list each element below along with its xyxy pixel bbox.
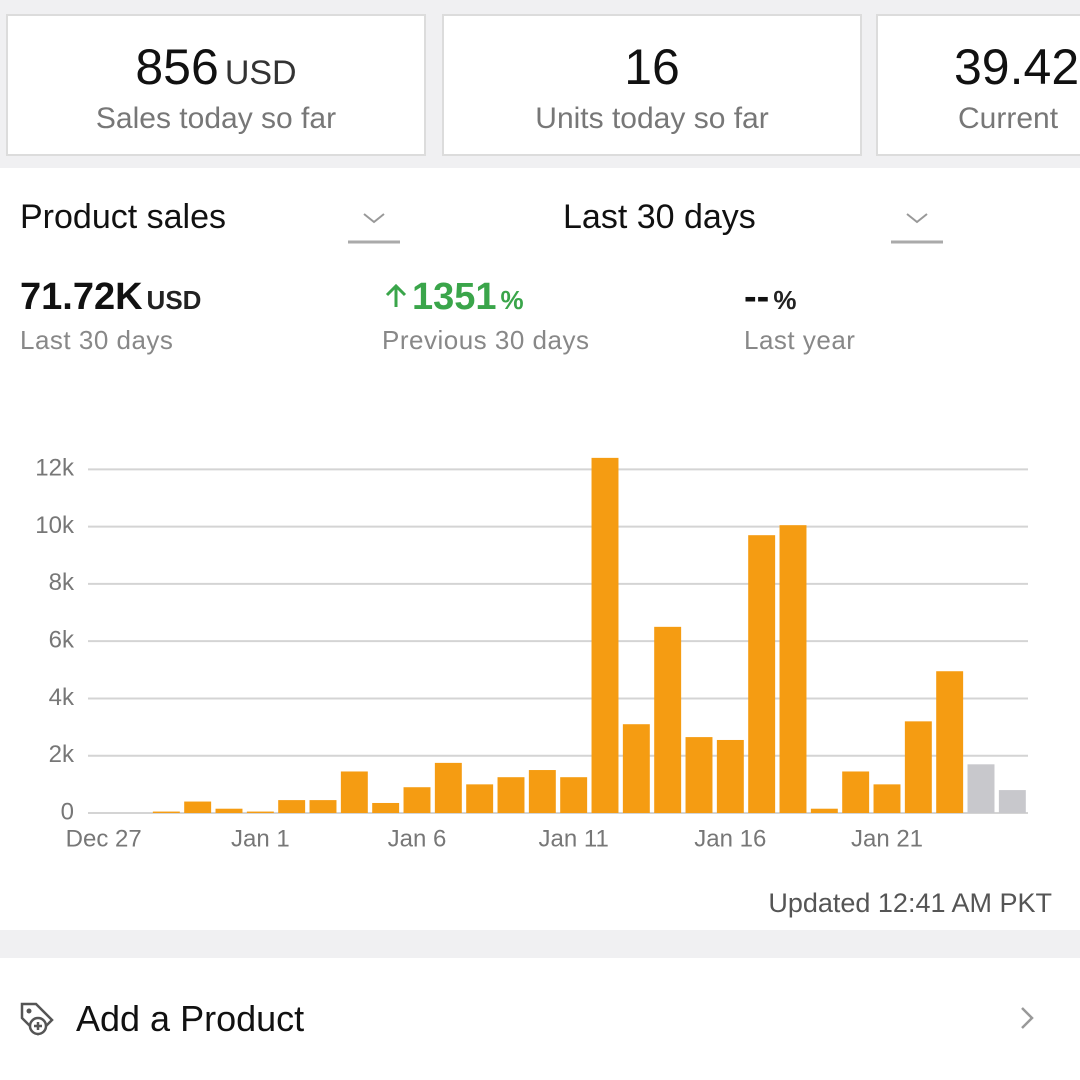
bar <box>810 808 838 813</box>
card-label: Sales today so far <box>95 102 337 135</box>
bar <box>215 808 243 813</box>
bar <box>184 801 212 813</box>
card-value: 856 USD <box>8 38 424 96</box>
summary-cards: 856 USD Sales today so far 16 Units today… <box>0 0 1080 168</box>
x-tick-label: Dec 27 <box>66 825 142 852</box>
bar <box>998 790 1026 813</box>
stat-label: Last 30 days <box>20 325 174 355</box>
bar <box>340 771 368 813</box>
bar <box>591 457 619 813</box>
bar <box>466 784 494 813</box>
x-tick-label: Jan 21 <box>851 825 923 852</box>
stat: 71.72K USD Last 30 days <box>20 276 201 356</box>
stat-value: 71.72K <box>20 276 143 318</box>
y-tick-label: 4k <box>49 684 75 711</box>
card-value: 16 <box>624 39 680 95</box>
stat-label: Previous 30 days <box>382 325 590 355</box>
y-tick-label: 8k <box>49 569 75 596</box>
value: 856 <box>135 39 219 95</box>
x-tick-label: Jan 1 <box>231 825 290 852</box>
stat-label: Last year <box>744 325 856 355</box>
bar <box>936 671 964 813</box>
bar <box>309 800 337 813</box>
bar <box>246 811 274 813</box>
bar <box>403 787 431 813</box>
separator <box>0 930 1080 958</box>
stat-value: -- <box>744 276 770 318</box>
x-tick-label: Jan 11 <box>539 825 609 852</box>
card-label: Current <box>958 102 1059 135</box>
card-value: 39.42 <box>954 39 1080 95</box>
bar <box>278 800 306 813</box>
chart: 0 2k 4k 6k 8k 10k 12k Dec 27 Jan 1 Jan 6 Jan 11 Jan… <box>35 455 1028 852</box>
bar <box>716 739 744 813</box>
bar <box>434 762 462 813</box>
add-product[interactable]: Add a Product <box>76 998 305 1039</box>
chevron-right <box>1021 1007 1034 1029</box>
card[interactable]: 856 USD Sales today so far <box>6 14 426 156</box>
product-icon <box>20 1002 54 1036</box>
stat-unit: % <box>773 285 797 315</box>
bar <box>560 777 588 813</box>
y-tick-label: 2k <box>49 741 75 768</box>
bar <box>528 770 556 813</box>
range-selector[interactable]: Last 30 days <box>563 198 756 236</box>
stat: 1351% Previous 30 days <box>382 276 589 356</box>
stat-value: 1351 <box>412 276 497 318</box>
stat: --% Last year <box>744 276 855 356</box>
bar <box>152 811 180 813</box>
card-label: Units today so far <box>535 102 769 135</box>
y-tick-label: 6k <box>49 627 75 654</box>
bar <box>842 771 870 813</box>
y-tick-label: 0 <box>61 798 74 825</box>
bar <box>779 525 807 813</box>
x-tick-label: Jan 6 <box>388 825 447 852</box>
metric-selector[interactable]: Product sales <box>20 198 226 236</box>
unit: USD <box>224 54 297 92</box>
y-tick-label: 12k <box>35 455 75 482</box>
bar <box>372 802 400 813</box>
card[interactable]: 16 Units today so far <box>442 14 862 156</box>
stat-unit: USD <box>146 285 202 315</box>
card[interactable]: 39.42 Current <box>876 14 1080 156</box>
bar <box>685 737 713 813</box>
y-tick-label: 10k <box>35 512 75 539</box>
up-arrow <box>385 283 407 307</box>
bar <box>904 721 932 813</box>
bar <box>748 535 776 813</box>
bar <box>497 777 525 813</box>
bar <box>967 764 995 813</box>
bar <box>873 784 901 813</box>
stat-unit: % <box>500 285 524 315</box>
chevron <box>891 213 943 244</box>
bar <box>654 626 682 813</box>
bar <box>622 724 650 813</box>
chevron <box>348 213 400 244</box>
updated-note: Updated 12:41 AM PKT <box>768 888 1052 918</box>
x-tick-label: Jan 16 <box>694 825 766 852</box>
